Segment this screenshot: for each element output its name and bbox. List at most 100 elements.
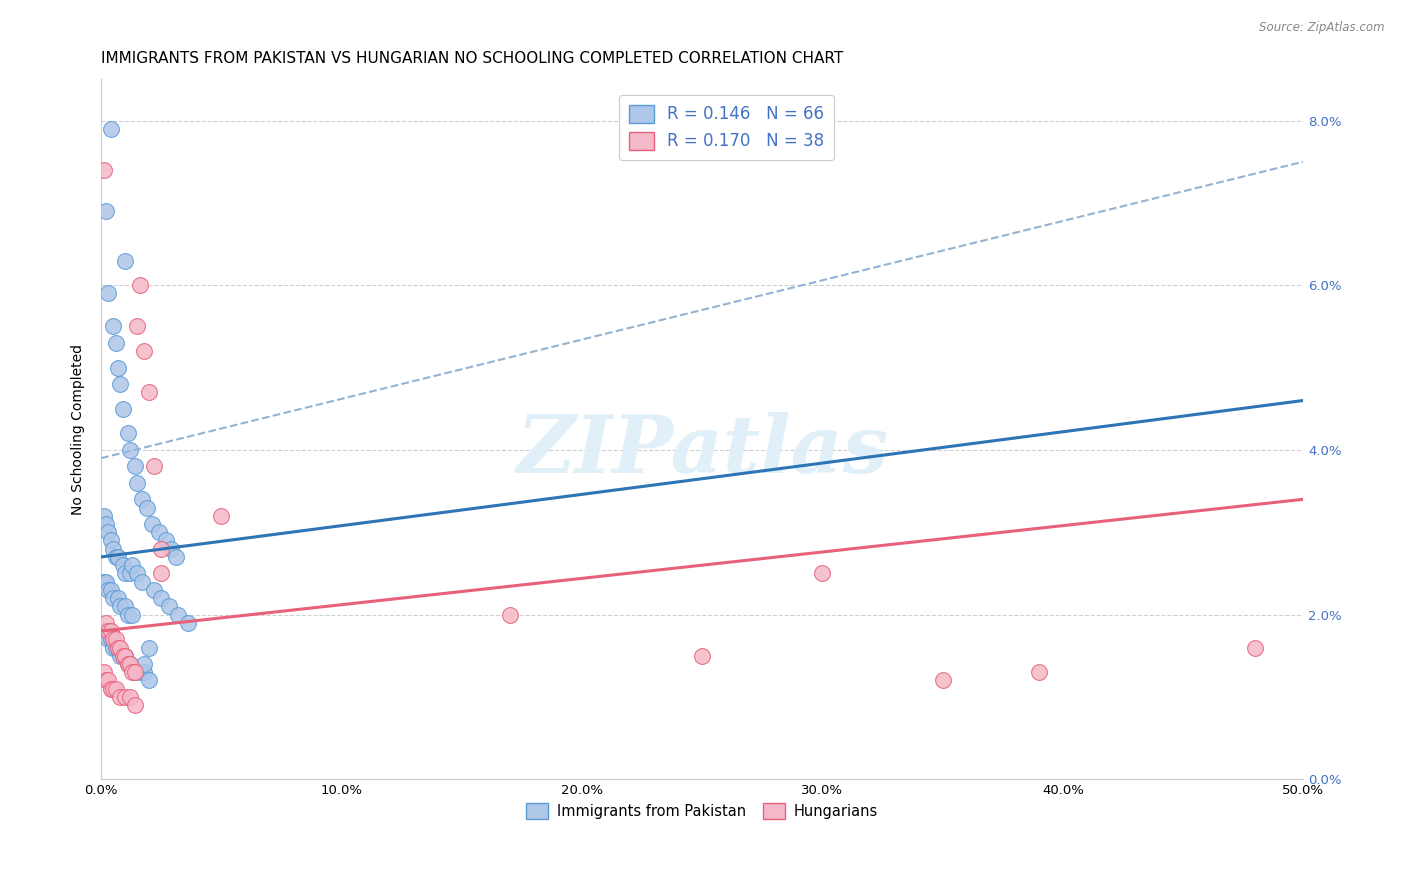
Point <box>1244 640 1267 655</box>
Point <box>117 657 139 671</box>
Point <box>157 599 180 614</box>
Point <box>134 344 156 359</box>
Point <box>97 286 120 301</box>
Point <box>135 500 157 515</box>
Point <box>155 533 177 548</box>
Point <box>165 549 187 564</box>
Point <box>97 632 120 647</box>
Point <box>128 278 150 293</box>
Point <box>111 648 134 663</box>
Point <box>100 582 122 597</box>
Point <box>100 533 122 548</box>
Point <box>138 673 160 688</box>
Point <box>107 640 129 655</box>
Point <box>143 459 166 474</box>
Point <box>124 459 146 474</box>
Point <box>111 648 134 663</box>
Point <box>104 549 127 564</box>
Point <box>124 665 146 680</box>
Point <box>110 377 132 392</box>
Point <box>94 516 117 531</box>
Point <box>110 690 132 704</box>
Point <box>97 582 120 597</box>
Point <box>150 541 173 556</box>
Point <box>117 657 139 671</box>
Point <box>127 319 149 334</box>
Point <box>117 607 139 622</box>
Point <box>209 508 232 523</box>
Y-axis label: No Schooling Completed: No Schooling Completed <box>72 343 86 515</box>
Point <box>111 401 134 416</box>
Point <box>128 665 150 680</box>
Point <box>127 475 149 490</box>
Point <box>103 632 125 647</box>
Point <box>94 574 117 589</box>
Point <box>93 574 115 589</box>
Point <box>117 426 139 441</box>
Point <box>94 624 117 638</box>
Point <box>100 624 122 638</box>
Point <box>150 591 173 606</box>
Text: Source: ZipAtlas.com: Source: ZipAtlas.com <box>1260 21 1385 34</box>
Point <box>1028 665 1050 680</box>
Point <box>111 558 134 573</box>
Point <box>107 360 129 375</box>
Point <box>93 508 115 523</box>
Point <box>120 442 142 457</box>
Point <box>114 648 136 663</box>
Point <box>103 640 125 655</box>
Point <box>124 698 146 713</box>
Point <box>94 615 117 630</box>
Point <box>121 607 143 622</box>
Point <box>148 525 170 540</box>
Point <box>150 566 173 581</box>
Point <box>167 607 190 622</box>
Point <box>103 591 125 606</box>
Point <box>120 690 142 704</box>
Point <box>93 162 115 177</box>
Point <box>104 681 127 696</box>
Point <box>138 385 160 400</box>
Point <box>124 665 146 680</box>
Point <box>127 566 149 581</box>
Point <box>160 541 183 556</box>
Point <box>103 681 125 696</box>
Point <box>114 253 136 268</box>
Point <box>94 673 117 688</box>
Point <box>100 121 122 136</box>
Point <box>121 665 143 680</box>
Point <box>931 673 953 688</box>
Legend: Immigrants from Pakistan, Hungarians: Immigrants from Pakistan, Hungarians <box>520 797 884 824</box>
Point <box>103 319 125 334</box>
Point <box>107 591 129 606</box>
Point <box>499 607 522 622</box>
Point <box>114 599 136 614</box>
Point <box>110 599 132 614</box>
Point <box>97 673 120 688</box>
Point <box>100 681 122 696</box>
Point <box>94 204 117 219</box>
Point <box>134 665 156 680</box>
Point <box>104 632 127 647</box>
Text: IMMIGRANTS FROM PAKISTAN VS HUNGARIAN NO SCHOOLING COMPLETED CORRELATION CHART: IMMIGRANTS FROM PAKISTAN VS HUNGARIAN NO… <box>101 51 844 66</box>
Text: ZIPatlas: ZIPatlas <box>516 411 889 489</box>
Point <box>104 335 127 350</box>
Point <box>690 648 713 663</box>
Point <box>131 574 153 589</box>
Point <box>143 582 166 597</box>
Point <box>104 640 127 655</box>
Point <box>103 541 125 556</box>
Point <box>141 516 163 531</box>
Point <box>138 640 160 655</box>
Point <box>131 492 153 507</box>
Point <box>110 648 132 663</box>
Point <box>177 615 200 630</box>
Point <box>114 690 136 704</box>
Point <box>100 632 122 647</box>
Point <box>93 665 115 680</box>
Point <box>811 566 834 581</box>
Point <box>120 657 142 671</box>
Point <box>120 657 142 671</box>
Point <box>97 525 120 540</box>
Point <box>134 657 156 671</box>
